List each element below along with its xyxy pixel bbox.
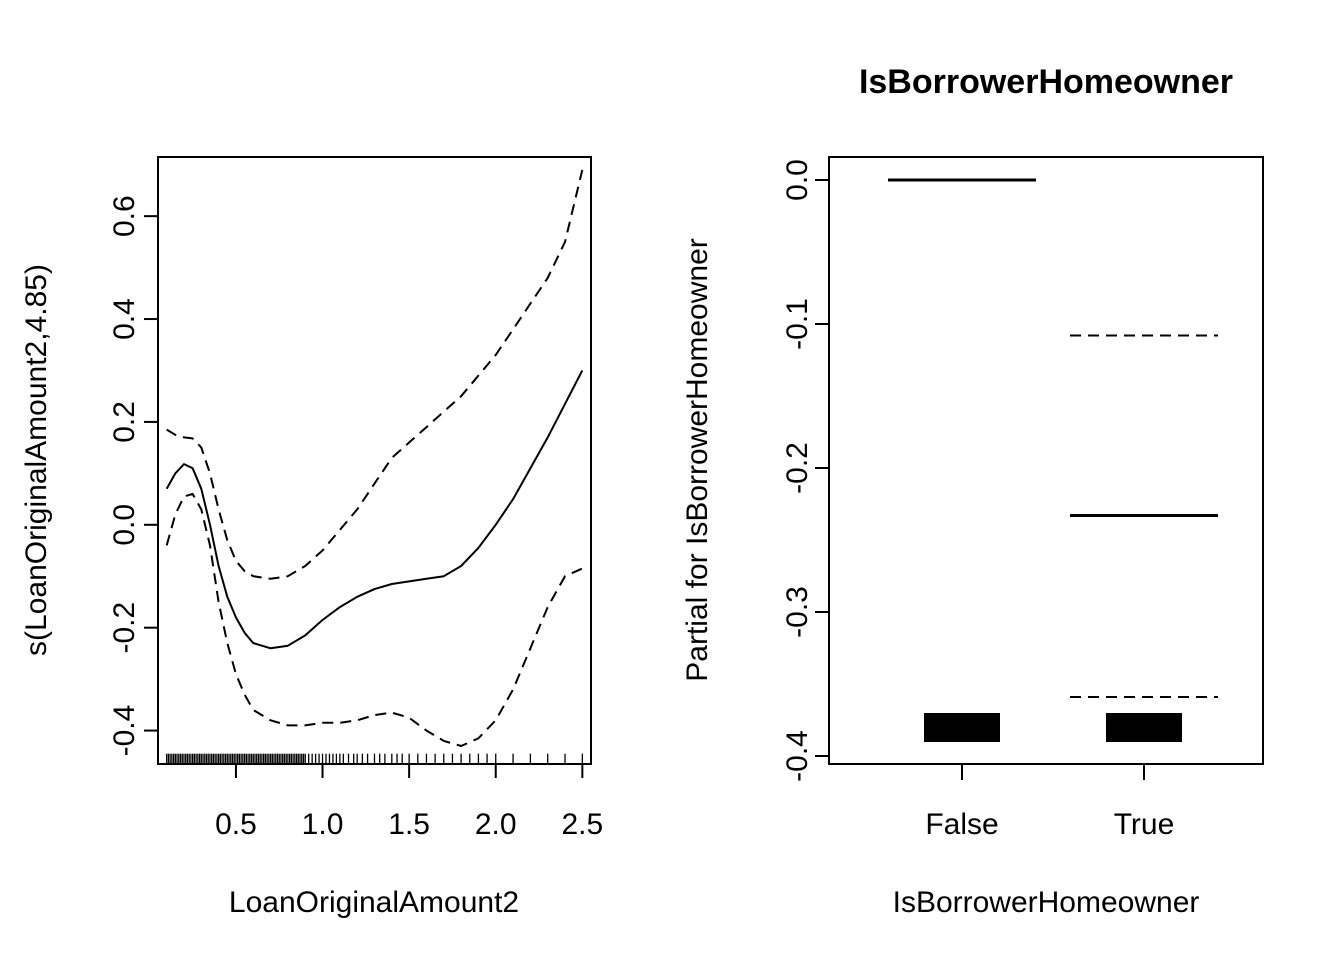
right-y-tick-label: -0.2 bbox=[781, 442, 814, 494]
right-y-tick-label: 0.0 bbox=[781, 159, 814, 201]
right-x-tick-label: True bbox=[1114, 808, 1175, 841]
left-upper-ci-line bbox=[166, 169, 584, 580]
left-x-tick-label: 1.0 bbox=[302, 808, 344, 841]
left-x-tick-label: 2.0 bbox=[475, 808, 517, 841]
left-y-tick-label: 0.4 bbox=[108, 298, 141, 340]
right-y-tick-label: -0.3 bbox=[781, 586, 814, 638]
left-lower-ci-line bbox=[165, 492, 583, 747]
left-x-axis-title: LoanOriginalAmount2 bbox=[229, 886, 519, 919]
left-y-tick-label: 0.2 bbox=[108, 401, 141, 443]
right-plot-content: False True -0.4 -0.3 -0.2 -0.1 0.0 bbox=[781, 159, 1218, 841]
left-plot-content: 0.5 1.0 1.5 2.0 2.5 -0.4 -0.2 0.0 0.2 0.4 0.6 bbox=[108, 169, 603, 841]
left-y-tick-label: -0.4 bbox=[108, 705, 141, 757]
left-y-tick-label: 0.0 bbox=[108, 504, 141, 546]
right-rug-block bbox=[924, 713, 1000, 742]
left-y-tick-label: 0.6 bbox=[108, 195, 141, 237]
left-x-tick-label: 2.5 bbox=[561, 808, 603, 841]
right-rug-block bbox=[1106, 713, 1182, 742]
right-chart-title: IsBorrowerHomeowner bbox=[859, 63, 1233, 101]
right-x-axis-title: IsBorrowerHomeowner bbox=[893, 886, 1200, 919]
right-y-tick-label: -0.1 bbox=[781, 298, 814, 350]
left-y-tick-label: -0.2 bbox=[108, 602, 141, 654]
left-fit-line bbox=[165, 370, 584, 650]
right-plot-frame bbox=[828, 156, 1264, 765]
right-y-axis-title: Partial for IsBorrowerHomeowner bbox=[681, 238, 714, 681]
left-x-tick-label: 0.5 bbox=[215, 808, 257, 841]
left-x-tick-label: 1.5 bbox=[388, 808, 430, 841]
right-panel: False True -0.4 -0.3 -0.2 -0.1 0.0 IsBorrowerH… bbox=[681, 63, 1264, 919]
left-panel: 0.5 1.0 1.5 2.0 2.5 -0.4 -0.2 0.0 0.2 0.4 0.6 Loan… bbox=[20, 156, 603, 919]
right-y-tick-label: -0.4 bbox=[781, 730, 814, 782]
right-x-tick-label: False bbox=[925, 808, 998, 841]
left-plot-frame bbox=[157, 156, 592, 765]
left-y-axis-title: s(LoanOriginalAmount2,4.85) bbox=[20, 264, 53, 656]
